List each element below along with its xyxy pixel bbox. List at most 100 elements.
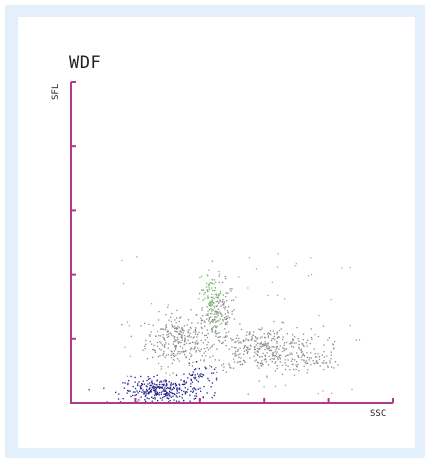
scatter-point bbox=[355, 339, 357, 341]
scatter-point bbox=[215, 326, 217, 329]
scatter-point bbox=[205, 368, 207, 370]
scatter-point bbox=[261, 327, 263, 329]
scatter-point bbox=[143, 383, 146, 385]
scatter-point bbox=[183, 325, 185, 327]
scatter-point bbox=[191, 354, 193, 356]
scatter-point bbox=[189, 342, 191, 344]
scatter-point bbox=[183, 373, 185, 375]
scatter-point bbox=[276, 351, 278, 353]
scatter-point bbox=[222, 320, 224, 322]
scatter-point bbox=[291, 342, 293, 344]
scatter-point bbox=[257, 362, 259, 364]
scatter-point bbox=[300, 349, 302, 351]
scatter-point bbox=[198, 298, 200, 300]
scatter-point bbox=[203, 352, 205, 354]
scatter-point bbox=[251, 336, 253, 338]
scatter-point bbox=[202, 315, 204, 317]
scatter-point bbox=[201, 332, 203, 334]
scatter-point bbox=[186, 335, 189, 337]
scatter-point bbox=[313, 348, 315, 350]
scatter-point bbox=[215, 335, 217, 337]
scatter-point bbox=[195, 314, 197, 316]
scatter-point bbox=[237, 349, 239, 351]
scatter-point bbox=[274, 370, 276, 372]
scatter-point bbox=[223, 317, 226, 319]
scatter-point bbox=[248, 331, 251, 333]
scatter-point bbox=[141, 382, 143, 385]
scatter-point bbox=[144, 399, 146, 401]
scatter-point bbox=[322, 325, 325, 327]
scatter-point bbox=[168, 381, 170, 383]
scatter-point bbox=[179, 317, 181, 319]
scatter-point bbox=[285, 364, 287, 366]
scatter-point bbox=[282, 347, 284, 349]
scatter-point bbox=[175, 348, 177, 350]
scatter-point bbox=[181, 327, 183, 330]
scatter-point bbox=[173, 399, 175, 401]
scatter-point bbox=[152, 349, 155, 351]
scatter-point bbox=[277, 253, 279, 255]
scatter-point bbox=[278, 348, 280, 350]
scatter-point bbox=[150, 389, 153, 391]
scatter-point bbox=[221, 315, 223, 317]
scatter-point bbox=[262, 343, 265, 345]
scatter-point bbox=[330, 351, 332, 353]
scatter-point bbox=[146, 358, 148, 360]
scatter-point bbox=[185, 350, 187, 352]
scatter-point bbox=[269, 330, 272, 332]
scatter-point bbox=[182, 350, 185, 352]
scatter-point bbox=[285, 341, 288, 344]
scatter-point bbox=[296, 326, 298, 329]
scatter-point bbox=[200, 375, 202, 377]
scatter-point bbox=[184, 338, 186, 340]
scatter-point bbox=[190, 390, 192, 392]
scatter-point bbox=[138, 399, 140, 401]
scatter-point bbox=[179, 330, 182, 332]
scatter-point bbox=[178, 332, 180, 334]
scatter-point bbox=[272, 358, 275, 360]
scatter-point bbox=[247, 339, 250, 341]
scatter-point bbox=[165, 342, 167, 344]
scatter-point bbox=[235, 337, 237, 339]
scatter-point bbox=[190, 379, 192, 381]
scatter-point bbox=[177, 325, 179, 327]
scatter-point bbox=[218, 270, 220, 273]
scatter-point bbox=[256, 342, 259, 345]
scatter-point bbox=[178, 333, 180, 335]
scatter-point bbox=[195, 350, 197, 352]
scatter-point bbox=[306, 372, 308, 374]
scatter-point bbox=[286, 333, 288, 335]
scatter-point bbox=[164, 356, 166, 358]
scatter-point bbox=[315, 361, 318, 363]
scatter-point bbox=[209, 323, 211, 325]
scatter-point bbox=[211, 304, 213, 306]
scatter-point bbox=[277, 358, 279, 361]
scatter-point bbox=[291, 345, 293, 348]
scatter-point bbox=[232, 353, 234, 355]
scatter-point bbox=[173, 386, 175, 388]
scatter-point bbox=[167, 394, 169, 397]
scatter-point bbox=[190, 347, 192, 349]
scatter-point bbox=[174, 393, 176, 396]
scatter-point bbox=[228, 348, 230, 350]
scatter-point bbox=[193, 348, 195, 350]
scatter-point bbox=[206, 306, 208, 308]
scatter-point bbox=[322, 390, 324, 392]
scatter-point bbox=[226, 310, 229, 312]
chart-axes bbox=[70, 81, 394, 404]
scatter-point bbox=[243, 347, 245, 349]
scatter-point bbox=[188, 336, 190, 338]
scatter-point bbox=[176, 331, 178, 333]
scatter-point bbox=[211, 282, 213, 284]
scatter-point bbox=[145, 394, 147, 397]
scatter-point bbox=[272, 355, 274, 357]
scatter-point bbox=[225, 306, 227, 308]
scatter-point bbox=[298, 343, 300, 346]
scatter-point bbox=[290, 360, 293, 362]
scatter-point bbox=[195, 389, 197, 391]
scatter-point bbox=[195, 327, 197, 329]
scatter-point bbox=[160, 368, 162, 370]
scatter-point bbox=[229, 364, 231, 367]
scatter-point bbox=[218, 275, 220, 277]
scatter-point bbox=[164, 393, 166, 395]
